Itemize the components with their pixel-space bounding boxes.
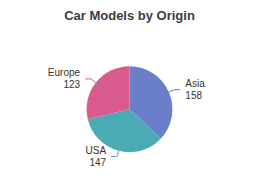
svg-text:Europe: Europe [48,67,81,78]
svg-text:123: 123 [63,79,80,90]
svg-text:Asia: Asia [185,78,205,89]
svg-text:147: 147 [89,157,106,168]
svg-text:158: 158 [185,90,202,101]
svg-text:USA: USA [86,145,107,156]
svg-text:Car Models by Origin: Car Models by Origin [64,8,195,23]
